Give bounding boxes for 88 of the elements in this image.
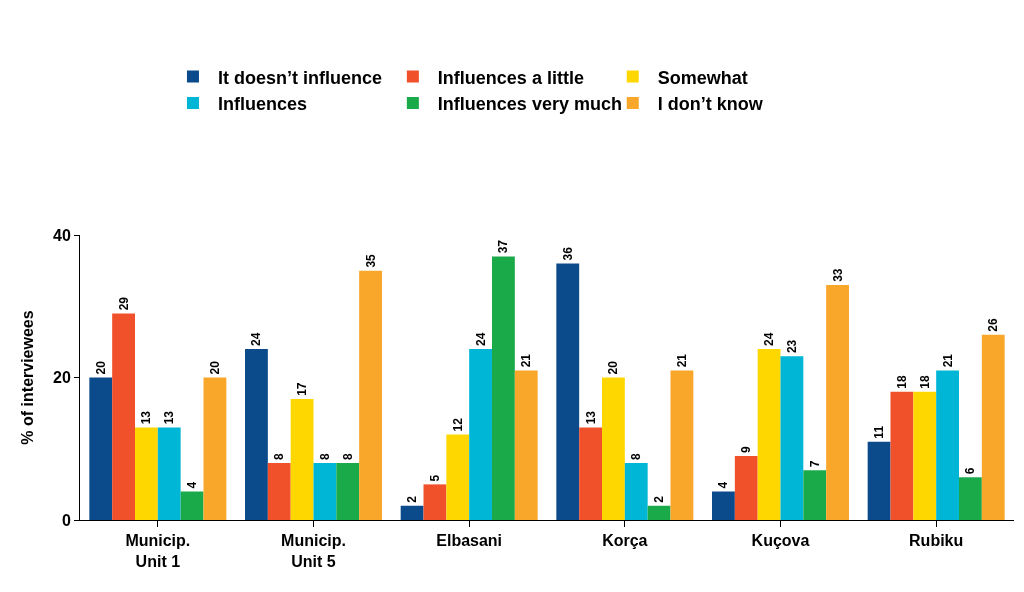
bar [267,463,291,520]
bar [624,463,648,520]
legend-label: I don’t know [657,93,764,114]
bar [180,491,204,520]
data-label: 12 [450,417,465,432]
x-tick-label: Korça [602,532,648,550]
bar [826,284,849,520]
x-tick-label: Kuçova [751,532,810,550]
data-label: 8 [340,453,355,460]
bar [913,391,937,520]
data-label: 11 [872,425,887,439]
data-label: 17 [295,382,310,396]
data-label: 20 [93,360,108,375]
legend-label: Somewhat [657,67,748,88]
bar [492,256,515,520]
data-label: 24 [249,332,264,346]
bar [803,470,827,520]
bar [670,370,694,520]
data-label: 8 [629,453,644,460]
bar [936,370,959,520]
x-tick-label: Municip. Unit 5 [281,532,346,570]
data-label: 18 [894,375,909,389]
data-label: 29 [116,296,131,311]
bar [112,313,135,520]
data-label: 33 [830,268,845,282]
bar [867,441,891,520]
data-label: 6 [963,467,978,475]
legend-label: It doesn’t influence [217,67,382,88]
data-label: 2 [405,495,420,503]
legend-label: Influences a little [437,67,584,88]
bar [981,334,1005,520]
data-label: 9 [739,445,754,453]
bar [602,377,625,520]
data-label: 13 [583,410,598,425]
y-tick-label: 0 [61,511,71,529]
bar [514,370,538,520]
bar [290,398,314,520]
data-label: 4 [185,481,200,489]
bar [336,463,360,520]
data-label: 24 [762,332,777,346]
data-label: 21 [674,353,689,368]
bar [313,463,337,520]
bar [959,477,982,520]
bar [780,356,804,520]
legend-label: Influences [217,93,307,114]
data-label: 21 [519,353,534,368]
bar [245,349,268,520]
bar [423,484,447,520]
x-tick-label: Municip. Unit 1 [125,532,191,570]
bar [446,434,470,520]
data-label: 18 [917,375,932,389]
bar [890,391,914,520]
bar [157,427,181,520]
data-label: 23 [784,339,799,354]
x-tick-label: Rubiku [909,532,964,550]
bar [647,505,671,520]
y-tick-label: 40 [53,226,71,244]
bar [469,349,492,520]
data-label: 2 [652,495,667,503]
data-label: 24 [473,332,488,346]
data-label: 21 [940,353,955,368]
bar [757,349,781,520]
data-label: 7 [807,460,822,468]
data-label: 36 [560,246,575,261]
data-label: 8 [317,453,332,460]
bar [579,427,602,520]
data-label: 13 [139,410,154,425]
data-label: 20 [207,360,222,375]
y-axis-title: % of interviewees [18,310,36,445]
data-label: 8 [272,453,287,460]
data-label: 4 [716,481,731,489]
data-label: 13 [162,410,177,425]
bar [135,427,158,520]
bar [359,270,382,520]
data-label: 20 [606,360,621,375]
bar [89,377,113,520]
bar [734,455,758,520]
bar [203,377,227,520]
x-tick-label: Elbasani [436,532,503,550]
data-label: 35 [363,253,378,268]
legend-label: Influences very much [437,93,622,114]
data-label: 5 [427,474,442,482]
data-label: 26 [986,318,1001,332]
data-label: 37 [496,239,511,254]
bar [556,263,580,520]
y-tick-label: 20 [53,369,71,387]
bar [712,491,735,520]
bar [400,505,424,520]
